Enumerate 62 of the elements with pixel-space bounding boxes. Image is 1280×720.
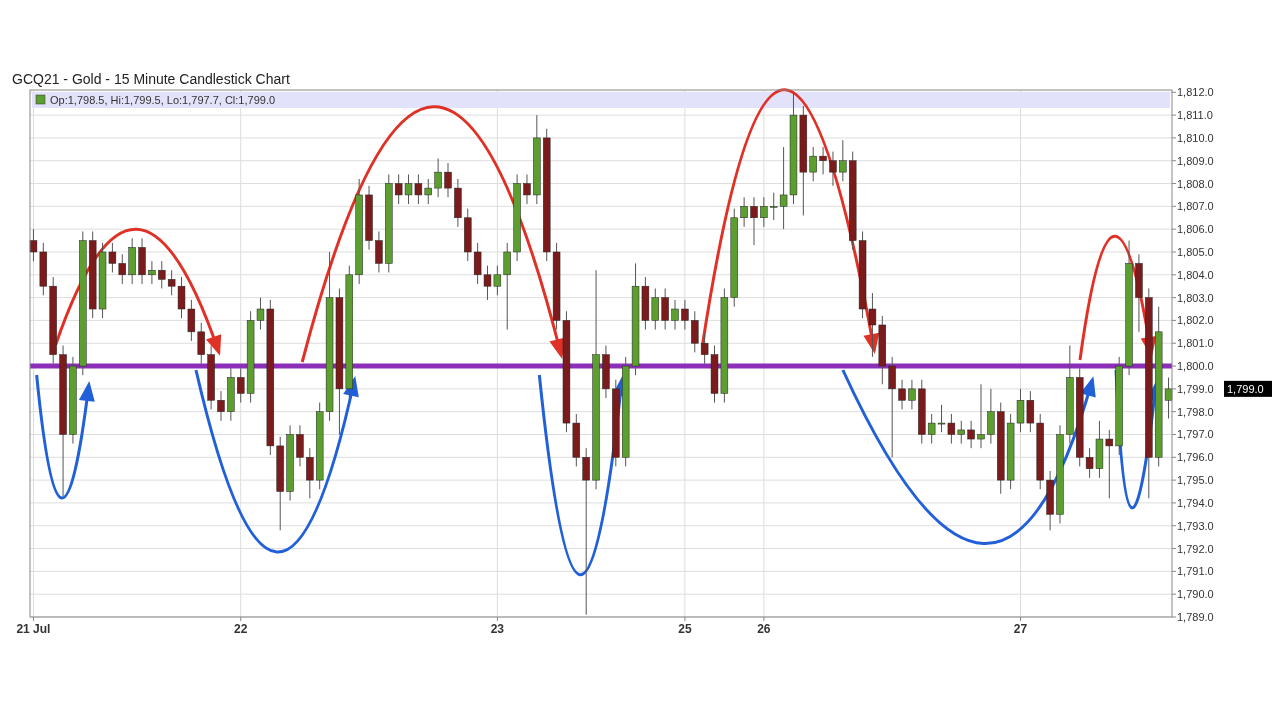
candlestick xyxy=(681,299,689,331)
candlestick xyxy=(503,242,511,331)
x-tick-label: 27 xyxy=(1013,622,1028,636)
y-tick-label: 1,789.0 xyxy=(1177,611,1214,623)
candlestick xyxy=(750,196,758,246)
candlestick xyxy=(839,139,847,182)
candlestick xyxy=(197,322,205,365)
candlestick xyxy=(661,287,669,331)
candlestick xyxy=(819,146,827,175)
y-tick-label: 1,794.0 xyxy=(1177,496,1214,509)
candlestick xyxy=(148,260,156,285)
y-tick-label: 1,792.0 xyxy=(1177,542,1214,555)
candlestick xyxy=(582,447,590,616)
candlestick xyxy=(671,299,679,331)
y-tick-label: 1,791.0 xyxy=(1177,565,1214,578)
x-tick-label: 21 Jul xyxy=(16,622,51,636)
y-tick-label: 1,807.0 xyxy=(1177,200,1214,213)
candlestick xyxy=(987,388,995,445)
candlestick xyxy=(523,173,531,205)
y-tick-label: 1,803.0 xyxy=(1177,291,1214,304)
y-tick-label: 1,797.0 xyxy=(1177,428,1214,441)
y-tick-label: 1,806.0 xyxy=(1177,223,1214,236)
candlestick xyxy=(967,420,975,449)
x-tick-label: 26 xyxy=(757,622,771,636)
candlestick xyxy=(434,157,442,198)
candlestick xyxy=(977,383,985,449)
candlestick xyxy=(829,151,837,187)
candlestick xyxy=(691,310,699,353)
x-tick-label: 25 xyxy=(678,622,692,636)
candlestick xyxy=(760,196,768,228)
candlestick xyxy=(908,379,916,410)
y-tick-label: 1,808.0 xyxy=(1177,177,1214,190)
y-tick-label: 1,812.0 xyxy=(1177,86,1214,99)
y-tick-label: 1,795.0 xyxy=(1177,474,1214,487)
y-tick-label: 1,801.0 xyxy=(1177,337,1214,350)
y-tick-label: 1,809.0 xyxy=(1177,154,1214,167)
candlestick xyxy=(158,260,166,289)
candlestick xyxy=(296,424,304,467)
y-tick-label: 1,799.0 xyxy=(1177,382,1214,395)
y-tick-label: 1,804.0 xyxy=(1177,268,1214,281)
y-tick-label: 1,805.0 xyxy=(1177,245,1214,258)
y-tick-label: 1,796.0 xyxy=(1177,451,1214,464)
x-tick-label: 23 xyxy=(490,622,505,636)
chart-title: GCQ21 - Gold - 15 Minute Candlestick Chart xyxy=(12,71,290,87)
text: 1,799.0 xyxy=(1227,382,1264,395)
candlestick xyxy=(888,356,896,458)
y-tick-label: 1,790.0 xyxy=(1177,588,1214,601)
y-tick-label: 1,793.0 xyxy=(1177,519,1214,532)
candlestick xyxy=(444,162,452,198)
annotation: Op:1,798.5, Hi:1,799.5, Lo:1,797.7, Cl:1,799.0 xyxy=(50,94,276,106)
candlestick xyxy=(740,196,748,228)
candlestick xyxy=(306,447,314,499)
candlestick xyxy=(375,230,383,274)
y-tick-label: 1,798.0 xyxy=(1177,405,1214,418)
y-tick-label: 1,800.0 xyxy=(1177,360,1214,373)
candlestick xyxy=(898,379,906,410)
y-tick-label: 1,811.0 xyxy=(1177,109,1213,122)
candlestick xyxy=(217,390,225,422)
y-tick-label: 1,810.0 xyxy=(1177,131,1214,144)
candlestick xyxy=(809,146,817,182)
y-tick-label: 1,802.0 xyxy=(1177,314,1214,327)
x-tick-label: 22 xyxy=(234,622,248,636)
